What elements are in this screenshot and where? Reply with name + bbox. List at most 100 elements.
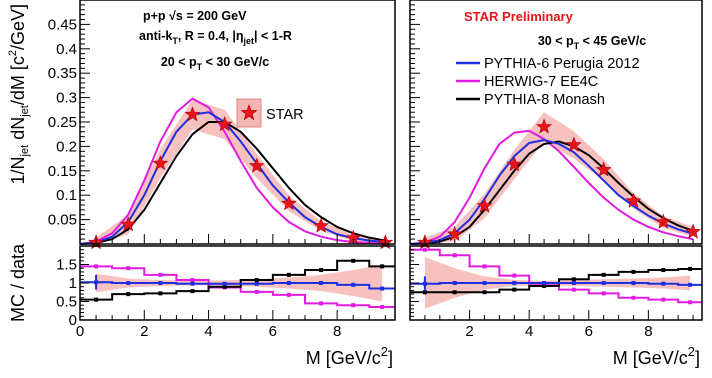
x-tick-label: 2	[140, 323, 148, 340]
pythia6-ratio-point	[542, 281, 547, 285]
pythia6-ratio-point	[351, 282, 356, 287]
herwig-curve	[409, 129, 694, 245]
pythia6-ratio-point	[190, 281, 195, 286]
star-data-point	[476, 197, 493, 213]
star-data-point	[120, 216, 137, 232]
herwig-ratio-point	[286, 292, 291, 297]
legend-star-marker	[240, 104, 258, 121]
herwig-ratio-point	[512, 273, 517, 278]
herwig-ratio-point	[571, 287, 576, 292]
herwig-ratio-point	[601, 291, 606, 296]
pythia8-ratio-point	[661, 268, 666, 273]
x-tick-label: 4	[525, 323, 533, 340]
pythia6-ratio-point	[222, 281, 227, 286]
pythia8-ratio-point	[422, 290, 427, 295]
y-tick-label: 0.2	[56, 138, 77, 155]
legend-star-label: STAR	[266, 107, 304, 123]
star-data-point	[446, 225, 463, 241]
herwig-ratio-point	[452, 253, 457, 258]
star-data-point	[281, 195, 297, 211]
herwig-ratio-point	[190, 278, 195, 283]
star-data-point	[655, 213, 672, 229]
herwig-ratio-point	[422, 247, 427, 252]
pythia6-ratio-point	[286, 281, 291, 285]
x-tick-label: 4	[204, 323, 212, 340]
pythia6-ratio-point	[126, 281, 131, 285]
pythia8-ratio-point	[601, 272, 606, 277]
pythia8-ratio-point	[688, 266, 693, 271]
herwig-ratio-point	[126, 266, 131, 271]
x-axis-title: M [GeV/c2]	[613, 344, 700, 368]
x-tick-label: 6	[585, 323, 593, 340]
pythia8-ratio-point	[631, 269, 636, 274]
pythia8-ratio-point	[222, 284, 227, 289]
pythia6-curve	[409, 139, 694, 245]
x-tick-label: 8	[333, 323, 341, 340]
y-tick-label: 0.45	[48, 16, 77, 33]
star-data-point	[506, 156, 523, 172]
pythia6-ratio-point	[319, 281, 324, 285]
pythia6-ratio-point	[601, 281, 606, 285]
collision-label: p+p √s = 200 GeV	[143, 9, 247, 23]
star-data-point	[565, 136, 582, 152]
x-axis-title: M [GeV/c2]	[306, 344, 393, 368]
panel-1: 0 2 4 6 80.050.10.150.20.250.30.350.40.4500.…	[48, 0, 396, 368]
y-tick-label: 0.05	[48, 212, 77, 229]
preliminary-label: STAR Preliminary	[464, 9, 574, 24]
y-tick-label: 0.1	[56, 187, 77, 204]
pythia8-ratio-point	[542, 283, 547, 288]
herwig-ratio	[80, 265, 395, 309]
pythia8-ratio-point	[94, 297, 99, 302]
pythia6-ratio-point	[158, 281, 163, 285]
ratio-y-tick-label: 1	[69, 275, 77, 292]
herwig-ratio-point	[688, 300, 693, 305]
herwig-ratio-point	[661, 297, 666, 302]
y-tick-label: 0.3	[56, 90, 77, 107]
pythia6-ratio-point	[380, 286, 385, 291]
legend-pythia8-label: PYTHIA-8 Monash	[484, 92, 605, 108]
pythia6-ratio-point	[254, 281, 259, 286]
y-tick-label: 0.35	[48, 65, 77, 82]
y-tick-label: 0.25	[48, 114, 77, 131]
star-uncertainty-band	[424, 112, 694, 245]
x-tick-label: 6	[269, 323, 277, 340]
pythia8-ratio-point	[254, 278, 259, 283]
panel-2: 2 4 6 8 M [GeV/c2] 30 < pT < 45 GeV/c	[409, 0, 703, 368]
star-data-point	[625, 192, 642, 208]
herwig-ratio-point	[351, 303, 356, 308]
pythia8-ratio-point	[190, 289, 195, 294]
algorithm-label: anti-kT, R = 0.4, |ηjet| < 1-R	[139, 29, 292, 46]
pythia6-ratio-point	[512, 281, 517, 285]
herwig-ratio-point	[482, 264, 487, 269]
herwig-ratio-point	[319, 301, 324, 306]
star-data-point	[595, 161, 612, 177]
herwig-curve	[79, 97, 386, 245]
pythia6-ratio-point	[452, 281, 457, 285]
pythia8-ratio-point	[351, 258, 356, 263]
x-tick-label: 2	[465, 323, 473, 340]
star-data-point	[184, 106, 201, 122]
pythia6-ratio-point	[661, 281, 666, 286]
ratio-y-axis-title: MC / data	[8, 243, 28, 322]
star-data-point	[152, 155, 169, 171]
pt-range-label: 20 < pT < 30 GeV/c	[161, 55, 269, 72]
herwig-ratio-point	[631, 295, 636, 300]
star-data-point	[685, 223, 702, 239]
y-tick-label: 0.15	[48, 163, 77, 180]
pythia6-curve	[79, 111, 386, 245]
pythia8-ratio-point	[512, 287, 517, 292]
star-data-point	[248, 157, 265, 173]
pythia6-ratio-point	[688, 282, 693, 287]
ratio-y-tick-label: 0	[69, 312, 77, 329]
herwig-ratio-point	[380, 305, 385, 310]
ratio-y-tick-label: 0.5	[56, 294, 77, 311]
x-tick-label: 8	[644, 323, 652, 340]
pythia8-ratio-point	[571, 277, 576, 282]
star-data-point	[536, 118, 552, 134]
ratio-y-tick-label: 1.5	[56, 257, 77, 274]
pythia6-ratio-point	[631, 281, 636, 285]
pythia8-ratio-point	[319, 268, 324, 273]
pythia8-ratio-point	[452, 290, 457, 295]
pythia8-ratio-point	[286, 272, 291, 277]
